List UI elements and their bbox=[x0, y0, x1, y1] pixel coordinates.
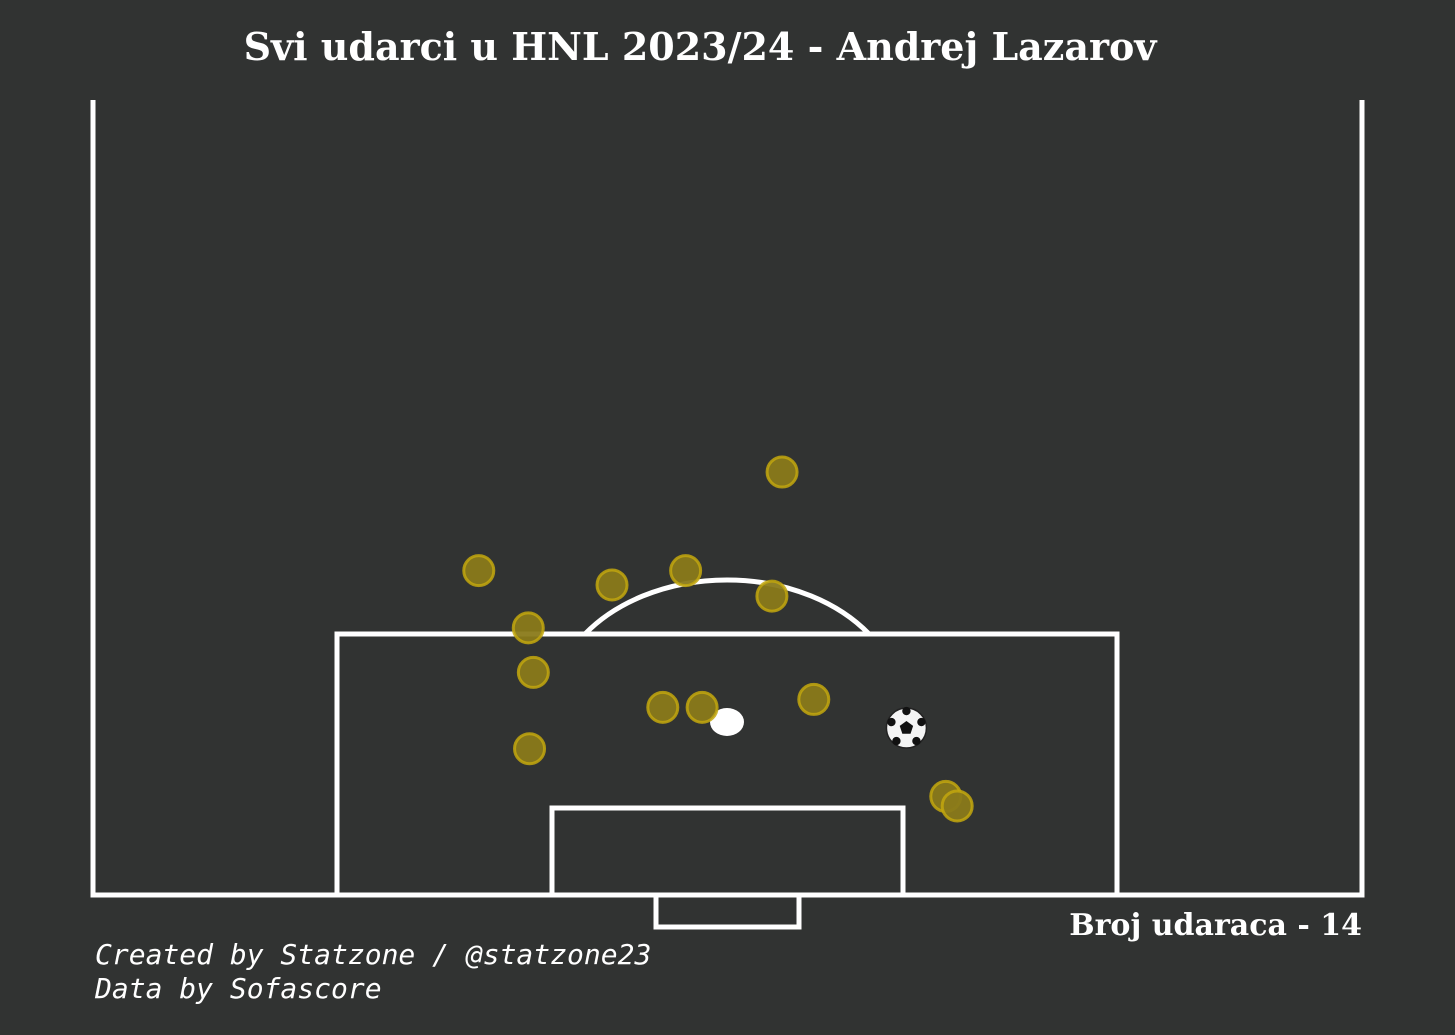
credits-created-by: Created by Statzone / @statzone23 bbox=[95, 938, 652, 971]
shot-point bbox=[511, 611, 545, 645]
shot-point bbox=[513, 732, 547, 766]
shot-point bbox=[685, 690, 719, 724]
shots-layer bbox=[462, 455, 974, 823]
goal-shot-soccer-ball-icon bbox=[885, 706, 928, 749]
pitch-lines bbox=[90, 100, 1365, 930]
chart-title: Svi udarci u HNL 2023/24 - Andrej Lazaro… bbox=[243, 24, 1157, 69]
pitch-outline bbox=[90, 100, 1365, 898]
shot-point bbox=[646, 690, 680, 724]
shot-point bbox=[462, 554, 496, 588]
goals-layer bbox=[885, 706, 928, 749]
shot-point bbox=[669, 554, 703, 588]
six-yard-box bbox=[549, 805, 906, 898]
shot-point bbox=[765, 455, 799, 489]
shot-point bbox=[595, 568, 629, 602]
shot-point bbox=[755, 579, 789, 613]
shot-point bbox=[797, 682, 831, 716]
penalty-arc bbox=[583, 577, 871, 636]
goal bbox=[653, 892, 802, 930]
penalty-area bbox=[334, 631, 1120, 898]
shot-count-label: Broj udaraca - 14 bbox=[1069, 908, 1362, 943]
penalty-spot bbox=[710, 708, 744, 736]
credits: Created by Statzone / @statzone23 Data b… bbox=[95, 938, 651, 1006]
shot-point bbox=[940, 789, 974, 823]
credits-data-source: Data by Sofascore bbox=[95, 972, 382, 1005]
shot-point bbox=[516, 655, 550, 689]
